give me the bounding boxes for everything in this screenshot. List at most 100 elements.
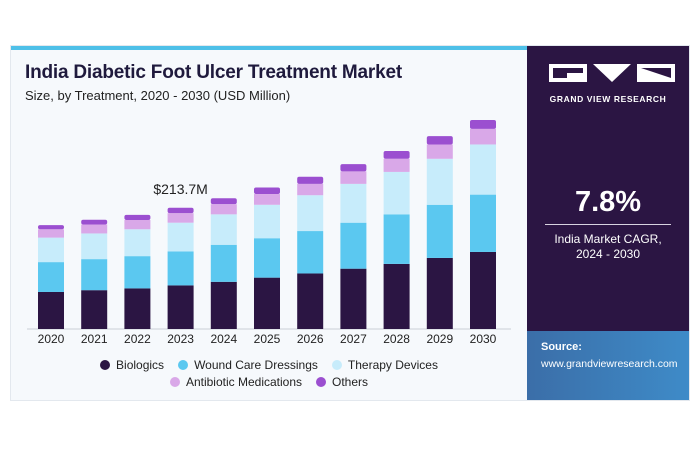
bar-2021-wound-care-dressings [81, 259, 108, 291]
bar-2022-biologics [124, 288, 151, 329]
bar-2022-antibiotic-medications [124, 220, 151, 230]
bar-2024-others [210, 198, 237, 205]
bar-2027-biologics [340, 268, 367, 329]
chart-card: India Diabetic Foot Ulcer Treatment Mark… [10, 45, 690, 401]
bar-2024-therapy-devices [210, 214, 237, 245]
bar-2026-others [297, 176, 324, 184]
cagr-label: India Market CAGR, 2024 - 2030 [527, 232, 689, 262]
bar-2030-biologics [470, 251, 496, 329]
legend-label-antibiotic: Antibiotic Medications [185, 375, 303, 389]
brand-panel: GRAND VIEW RESEARCH 7.8% India Market CA… [527, 46, 689, 400]
legend-row-1: Biologics Wound Care Dressings Therapy D… [11, 358, 527, 372]
legend-item-antibiotic: Antibiotic Medications [169, 375, 303, 389]
bar-2026-antibiotic-medications [297, 183, 324, 196]
bar-2021-antibiotic-medications [81, 224, 108, 234]
x-tick-label-2030: 2030 [470, 332, 497, 346]
bar-2020-wound-care-dressings [38, 262, 64, 292]
bar-2021-others [81, 219, 108, 225]
bar-2022-therapy-devices [124, 229, 151, 257]
x-tick-label-2021: 2021 [81, 332, 108, 346]
bar-2020-biologics [38, 291, 64, 329]
bar-2020-antibiotic-medications [38, 229, 64, 238]
cagr-value: 7.8% [574, 186, 642, 218]
bar-2024-wound-care-dressings [210, 244, 237, 282]
x-tick-label-2028: 2028 [383, 332, 410, 346]
legend-label-others: Others [332, 375, 369, 389]
bar-2021-therapy-devices [81, 233, 108, 260]
bar-2026-therapy-devices [297, 195, 324, 232]
bar-2025-others [254, 187, 280, 195]
bar-2026-wound-care-dressings [297, 231, 324, 274]
legend-row-2: Antibiotic Medications Others [11, 375, 527, 389]
bar-2025-therapy-devices [254, 204, 280, 239]
bar-2023-others [167, 207, 194, 214]
x-tick-label-2025: 2025 [254, 332, 281, 346]
bar-2028-antibiotic-medications [383, 158, 410, 172]
x-tick-label-2026: 2026 [297, 332, 324, 346]
legend-swatch-others [316, 377, 327, 387]
legend-item-wound-care: Wound Care Dressings [178, 358, 318, 372]
bar-2029-therapy-devices [426, 158, 453, 205]
bar-2029-others [426, 136, 453, 145]
bar-2023-therapy-devices [167, 222, 194, 252]
bar-2030-others [470, 119, 496, 129]
bar-2028-wound-care-dressings [383, 214, 410, 264]
legend-swatch-biologics [100, 360, 111, 370]
bar-2028-others [383, 151, 410, 159]
bar-2030-antibiotic-medications [470, 128, 496, 145]
annotation-2023: $213.7M [153, 181, 207, 197]
bar-2025-wound-care-dressings [254, 238, 280, 278]
bar-2029-biologics [426, 257, 453, 329]
legend-item-others: Others [316, 375, 368, 389]
legend-label-biologics: Biologics [116, 358, 165, 372]
x-tick-label-2029: 2029 [426, 332, 453, 346]
bar-2024-biologics [210, 281, 237, 329]
bar-2023-antibiotic-medications [167, 213, 194, 223]
bar-2029-antibiotic-medications [426, 144, 453, 159]
bar-2025-biologics [254, 277, 280, 329]
bar-2029-wound-care-dressings [426, 204, 453, 258]
source-title: Source: [541, 341, 582, 353]
legend-swatch-therapy-devices [331, 360, 342, 370]
x-tick-label-2027: 2027 [340, 332, 367, 346]
bar-2025-antibiotic-medications [254, 194, 280, 205]
cagr-label-line2: 2024 - 2030 [575, 247, 641, 261]
bar-2027-therapy-devices [340, 183, 367, 223]
brand-name: GRAND VIEW RESEARCH [549, 94, 667, 104]
bar-2023-wound-care-dressings [167, 251, 194, 286]
legend-swatch-antibiotic [169, 377, 180, 387]
x-tick-label-2023: 2023 [167, 332, 194, 346]
bar-2022-others [124, 214, 151, 221]
grand-view-research-logo-icon [549, 64, 675, 82]
x-tick-label-2024: 2024 [210, 332, 237, 346]
legend-label-wound-care: Wound Care Dressings [194, 358, 318, 372]
bar-2028-therapy-devices [383, 171, 410, 215]
chart-title: India Diabetic Foot Ulcer Treatment Mark… [25, 62, 402, 83]
x-tick-label-2022: 2022 [124, 332, 151, 346]
bar-2020-therapy-devices [38, 237, 64, 263]
bar-2030-wound-care-dressings [470, 194, 496, 252]
bar-2026-biologics [297, 273, 324, 329]
bar-2027-others [340, 164, 367, 172]
source-link[interactable]: www.grandviewresearch.com [541, 358, 678, 370]
accent-bar [11, 46, 527, 50]
bar-2022-wound-care-dressings [124, 256, 151, 289]
bar-2023-biologics [167, 285, 194, 329]
legend-label-therapy-devices: Therapy Devices [347, 358, 438, 372]
bar-2027-antibiotic-medications [340, 171, 367, 184]
x-tick-label-2020: 2020 [38, 332, 65, 346]
bar-2024-antibiotic-medications [210, 204, 237, 215]
legend-item-therapy-devices: Therapy Devices [331, 358, 438, 372]
bar-2028-biologics [383, 263, 410, 329]
cagr-label-line1: India Market CAGR, [554, 232, 662, 246]
source-band: Source: www.grandviewresearch.com [527, 331, 689, 400]
stacked-bar-chart: 2020 2021 2022 2023 2024 2025 2026 2027 2028 2029… [27, 119, 511, 346]
bar-2030-therapy-devices [470, 144, 496, 195]
bar-2020-others [38, 225, 64, 230]
legend-item-biologics: Biologics [100, 358, 164, 372]
legend-swatch-wound-care [178, 360, 189, 370]
cagr-divider [545, 224, 671, 225]
bar-2021-biologics [81, 290, 108, 329]
bar-2027-wound-care-dressings [340, 222, 367, 269]
chart-subtitle: Size, by Treatment, 2020 - 2030 (USD Mil… [25, 88, 291, 103]
